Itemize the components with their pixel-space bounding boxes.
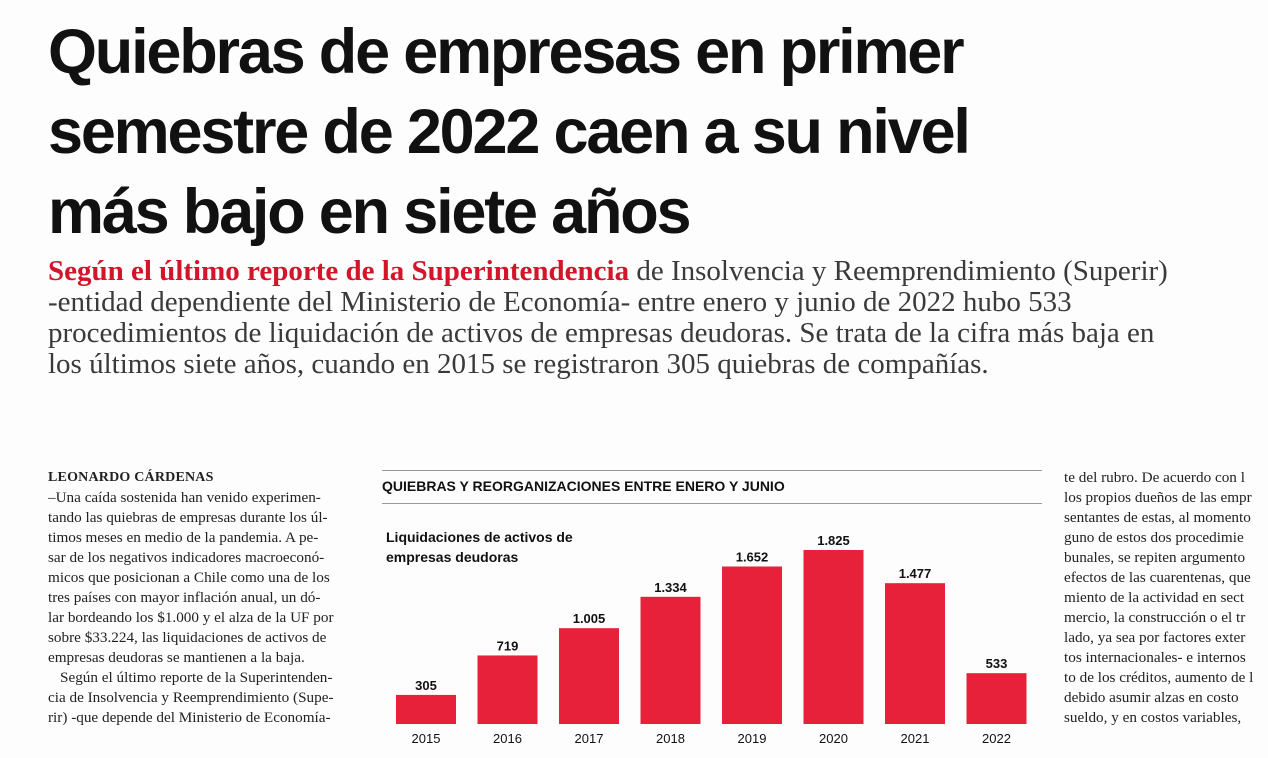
category-label-2019: 2019 <box>738 731 767 746</box>
body-line: sar de los negativos indicadores macroec… <box>48 549 325 566</box>
bar-chart: Liquidaciones de activos de empresas deu… <box>386 529 1027 746</box>
value-label-2016: 719 <box>497 638 519 653</box>
bar-2019 <box>722 566 782 724</box>
body-line: micos que posicionan a Chile como una de… <box>48 569 330 586</box>
body-line: guno de estos dos procedimie <box>1064 529 1244 546</box>
body-line: to de los créditos, aumento de l <box>1064 669 1254 686</box>
lead-line: procedimientos de liquidación de activos… <box>48 317 1155 349</box>
bar-2017 <box>559 628 619 724</box>
right-article-column: te del rubro. De acuerdo con l los propi… <box>1064 468 1268 728</box>
category-label-2021: 2021 <box>901 731 930 746</box>
body-line: sobre $33.224, las liquidaciones de acti… <box>48 629 327 646</box>
value-label-2018: 1.334 <box>654 580 687 595</box>
body-line: timos meses en medio de la pandemia. A p… <box>48 529 319 546</box>
body-line: debido asumir alzas en costo <box>1064 689 1239 706</box>
chart-header-rule <box>382 503 1042 504</box>
chart-top-rule <box>382 470 1042 471</box>
bar-2018 <box>640 596 701 724</box>
lead-line: Según el último reporte de la Superinten… <box>48 256 1263 287</box>
chart-section-header: QUIEBRAS Y REORGANIZACIONES ENTRE ENERO … <box>382 478 785 494</box>
body-line: Según el último reporte de la Superinten… <box>60 669 333 686</box>
body-line: rir) -que depende del Ministerio de Econ… <box>48 709 331 726</box>
lead-text: de Insolvencia y Reemprendimiento (Super… <box>629 255 1168 287</box>
body-line: tres países con mayor inflación anual, u… <box>48 589 321 606</box>
lead-line: los últimos siete años, cuando en 2015 s… <box>48 348 989 380</box>
value-label-2019: 1.652 <box>736 549 769 564</box>
headline-line: más bajo en siete años <box>48 177 692 247</box>
category-label-2022: 2022 <box>982 731 1011 746</box>
body-line: tos internacionales- e internos <box>1064 649 1246 666</box>
left-article-column: LEONARDO CÁRDENAS –Una caída sostenida h… <box>48 468 366 728</box>
body-line: los propios dueños de las empr <box>1064 489 1252 506</box>
body-line: sueldo, y en costos variables, <box>1064 709 1242 726</box>
body-line: te del rubro. De acuerdo con l <box>1064 469 1245 486</box>
category-label-2017: 2017 <box>575 731 604 746</box>
headline: Quiebras de empresas en primer semestre … <box>48 12 1248 252</box>
body-line: sentantes de estas, al momento <box>1064 509 1251 526</box>
lead-paragraph: Según el último reporte de la Superinten… <box>48 256 1263 380</box>
category-label-2018: 2018 <box>656 731 685 746</box>
bar-2016 <box>477 655 538 724</box>
body-line: miento de la actividad en sect <box>1064 589 1245 606</box>
value-label-2022: 533 <box>986 656 1008 671</box>
body-line: cia de Insolvencia y Reemprendimiento (S… <box>48 689 334 706</box>
value-label-2020: 1.825 <box>817 533 850 548</box>
bar-2021 <box>885 583 945 724</box>
value-label-2017: 1.005 <box>573 611 606 626</box>
value-label-2021: 1.477 <box>899 566 932 581</box>
byline: LEONARDO CÁRDENAS <box>48 470 214 485</box>
category-label-2020: 2020 <box>819 731 848 746</box>
body-line: –Una caída sostenida han venido experime… <box>48 489 321 506</box>
value-label-2015: 305 <box>415 678 437 693</box>
body-line: mercio, la construcción o el tr <box>1064 609 1246 626</box>
body-line: lado, ya sea por factores exter <box>1064 629 1246 646</box>
category-label-2016: 2016 <box>493 731 522 746</box>
category-label-2015: 2015 <box>412 731 441 746</box>
headline-line: semestre de 2022 caen a su nivel <box>48 97 971 167</box>
lead-line: -entidad dependiente del Ministerio de E… <box>48 286 1072 318</box>
bar-2022 <box>966 673 1027 724</box>
bar-2015 <box>396 694 456 724</box>
body-line: lar bordeando los $1.000 y el alza de la… <box>48 609 334 626</box>
body-line: empresas deudoras se mantienen a la baja… <box>48 649 305 666</box>
chart-title-line: empresas deudoras <box>386 549 518 565</box>
headline-line: Quiebras de empresas en primer <box>48 17 965 87</box>
bar-2020 <box>803 550 864 724</box>
lead-highlight: Según el último reporte de la Superinten… <box>48 255 630 287</box>
body-line: efectos de las cuarentenas, que <box>1064 569 1251 586</box>
body-line: bunales, se repiten argumento <box>1064 549 1246 566</box>
body-line: tando las quiebras de empresas durante l… <box>48 509 328 526</box>
chart-title-line: Liquidaciones de activos de <box>386 529 573 545</box>
